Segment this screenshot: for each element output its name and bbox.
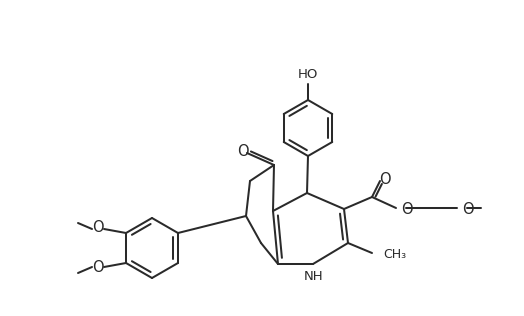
Text: O: O <box>237 143 249 159</box>
Text: CH₃: CH₃ <box>383 248 406 262</box>
Text: HO: HO <box>298 69 318 82</box>
Text: NH: NH <box>304 270 324 283</box>
Text: O: O <box>462 202 474 216</box>
Text: O: O <box>379 173 391 187</box>
Text: O: O <box>92 221 104 235</box>
Text: O: O <box>92 260 104 276</box>
Text: O: O <box>401 202 412 216</box>
